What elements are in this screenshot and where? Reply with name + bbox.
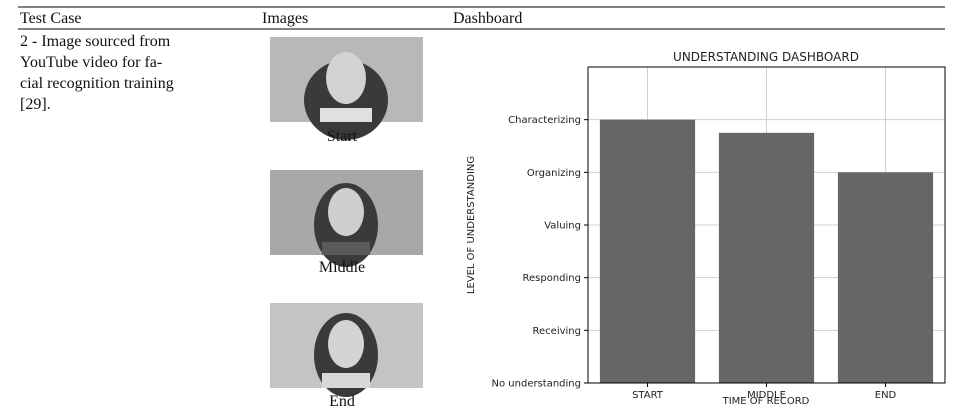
bar [837,172,934,383]
image-caption: Middle [319,259,365,276]
test-case-line: [29]. [20,96,51,113]
x-tick-label: MIDDLE [747,390,786,401]
image-caption: End [329,393,355,410]
photo [270,37,423,140]
chart-title: UNDERSTANDING DASHBOARD [673,50,859,64]
image-caption: Start [327,128,358,145]
y-tick-label: Characterizing [508,115,581,126]
header-cell: Test Case [20,10,82,27]
axes-frame [587,66,946,384]
y-tick-label: Receiving [533,326,581,337]
x-axis-label: TIME OF RECORD [722,396,810,407]
x-tick-label: END [875,390,897,401]
photo [270,170,423,267]
bar [718,132,815,383]
x-tick-label: START [632,390,664,401]
y-tick-label: Responding [523,273,581,284]
y-tick-label: No understanding [492,379,581,390]
plot: No understanding Receiving Responding Valui… [492,67,945,401]
y-tick-label: Valuing [544,221,581,232]
y-axis-label: LEVEL OF UNDERSTANDING [466,156,477,294]
header-cell: Images [262,10,308,27]
bar [599,119,696,384]
y-tick-label: Organizing [527,168,581,179]
test-case-line: YouTube video for fa- [20,54,162,71]
test-case-line: cial recognition training [20,75,174,92]
header-cell: Dashboard [453,10,522,27]
photo [270,303,423,397]
test-case-line: 2 - Image sourced from [20,33,171,50]
